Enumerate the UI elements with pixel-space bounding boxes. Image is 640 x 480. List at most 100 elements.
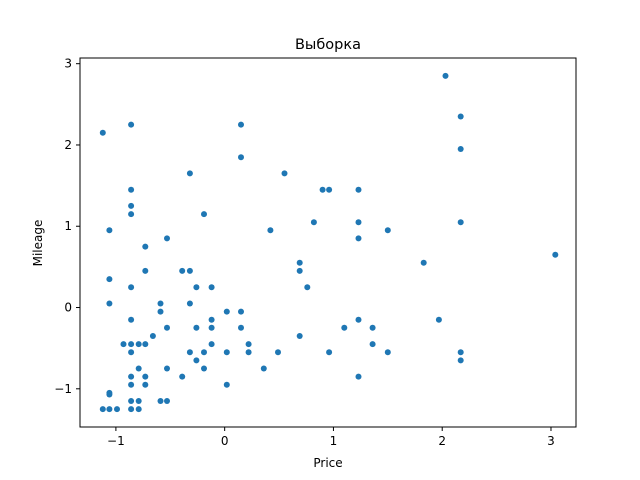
data-point <box>310 219 317 226</box>
x-axis-ticks: −1 0 1 2 3 <box>107 427 555 448</box>
data-point <box>275 349 281 356</box>
data-point <box>157 300 164 307</box>
data-point <box>128 316 135 323</box>
data-point <box>128 202 135 209</box>
data-point <box>238 154 244 161</box>
data-point <box>106 300 113 307</box>
data-point <box>457 219 464 226</box>
points-layer <box>99 72 559 413</box>
data-point <box>384 227 391 234</box>
data-point <box>369 324 376 331</box>
data-point <box>223 381 230 388</box>
data-point <box>135 341 142 348</box>
data-point <box>135 365 142 372</box>
y-tick-label: 2 <box>64 138 72 152</box>
data-point <box>281 170 288 177</box>
data-point <box>128 398 135 404</box>
data-point <box>238 121 244 128</box>
data-point <box>164 398 170 404</box>
data-point <box>457 349 464 356</box>
data-point <box>245 349 252 356</box>
data-point <box>296 267 303 274</box>
x-tick-label: 2 <box>438 434 446 448</box>
data-point <box>149 333 156 339</box>
y-tick-label: 0 <box>64 301 72 315</box>
data-point <box>128 406 135 413</box>
data-point <box>238 324 244 331</box>
data-point <box>128 284 135 291</box>
data-point <box>128 211 135 218</box>
data-point <box>296 333 303 339</box>
data-point <box>326 186 333 193</box>
data-point <box>208 341 215 348</box>
data-point <box>201 211 207 218</box>
data-point <box>296 259 303 266</box>
data-point <box>260 365 267 372</box>
data-point <box>208 324 215 331</box>
data-point <box>201 349 207 356</box>
plot-frame <box>79 57 577 428</box>
data-point <box>457 113 464 120</box>
y-tick-label: 1 <box>64 219 72 233</box>
data-point <box>186 300 193 307</box>
data-point <box>442 72 449 79</box>
data-point <box>457 146 464 152</box>
y-axis-ticks: −1 0 1 2 3 <box>54 57 80 396</box>
data-point <box>457 357 464 364</box>
data-point <box>157 308 164 315</box>
y-tick-label: 3 <box>64 57 72 71</box>
data-point <box>193 284 200 291</box>
data-point <box>164 235 170 242</box>
data-point <box>420 259 427 266</box>
data-point <box>326 349 333 356</box>
x-tick-label: −1 <box>107 434 125 448</box>
data-point <box>142 267 149 274</box>
data-point <box>193 324 200 331</box>
data-point <box>552 251 559 258</box>
data-point <box>355 219 362 226</box>
data-point <box>142 243 149 250</box>
data-point <box>304 284 311 291</box>
data-point <box>106 391 113 398</box>
data-point <box>99 129 106 136</box>
data-point <box>142 381 149 388</box>
data-point <box>164 324 170 331</box>
data-point <box>369 341 376 348</box>
data-point <box>128 349 135 356</box>
data-point <box>186 349 193 356</box>
data-point <box>435 316 442 323</box>
data-point <box>157 398 164 404</box>
x-tick-label: 3 <box>547 434 555 448</box>
data-point <box>135 398 142 404</box>
data-point <box>208 284 215 291</box>
data-point <box>128 373 135 380</box>
data-point <box>193 357 200 364</box>
data-point <box>355 373 362 380</box>
data-point <box>99 406 106 413</box>
data-point <box>245 341 252 348</box>
data-point <box>164 365 170 372</box>
data-point <box>341 324 348 331</box>
data-point <box>120 341 127 348</box>
data-point <box>186 170 193 177</box>
data-point <box>267 227 274 234</box>
data-point <box>114 406 120 413</box>
data-point <box>142 341 149 348</box>
data-point <box>128 186 135 193</box>
data-point <box>128 341 135 348</box>
data-point <box>223 308 230 315</box>
data-point <box>106 227 113 234</box>
data-point <box>208 316 215 323</box>
data-point <box>201 365 207 372</box>
data-point <box>223 349 230 356</box>
x-axis-label: Price <box>313 456 342 470</box>
data-point <box>355 186 362 193</box>
data-point <box>128 121 135 128</box>
y-tick-label: −1 <box>54 382 72 396</box>
data-point <box>238 308 244 315</box>
data-point <box>135 406 142 413</box>
data-point <box>355 316 362 323</box>
data-point <box>128 381 135 388</box>
